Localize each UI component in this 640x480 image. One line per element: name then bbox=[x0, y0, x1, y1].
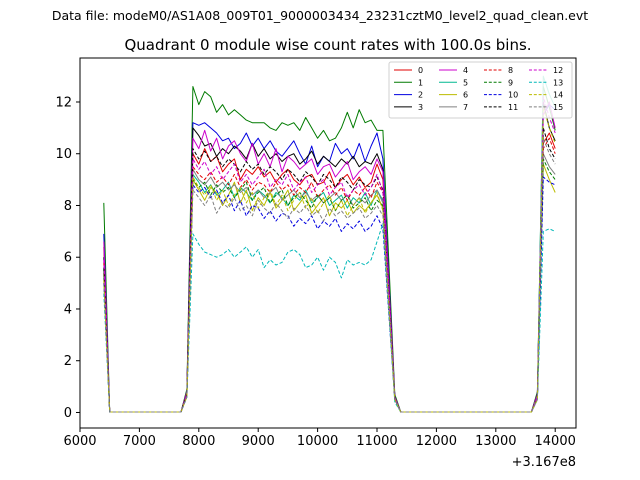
legend-label-7: 7 bbox=[463, 103, 468, 112]
series-line-1 bbox=[103, 86, 556, 413]
series-line-5 bbox=[103, 75, 556, 413]
series-line-13 bbox=[103, 223, 556, 413]
legend-label-6: 6 bbox=[463, 91, 468, 100]
x-tick-label: 14000 bbox=[535, 434, 576, 449]
series-lines bbox=[103, 75, 556, 413]
series-line-9 bbox=[103, 158, 556, 413]
legend-label-9: 9 bbox=[508, 78, 513, 87]
y-tick-label: 6 bbox=[64, 251, 72, 266]
legend-label-13: 13 bbox=[553, 78, 563, 87]
legend-label-12: 12 bbox=[553, 66, 563, 75]
series-line-0 bbox=[103, 132, 556, 413]
x-tick-label: 13000 bbox=[475, 434, 516, 449]
y-tick-label: 8 bbox=[64, 199, 72, 214]
x-axis-offset-label: +3.167e8 bbox=[512, 455, 576, 470]
y-axis: 0 2 4 6 8 10 12 bbox=[55, 95, 80, 421]
series-line-11 bbox=[103, 127, 556, 413]
legend-label-0: 0 bbox=[418, 66, 423, 75]
legend-label-15: 15 bbox=[553, 103, 563, 112]
series-line-15 bbox=[103, 137, 556, 413]
legend-label-10: 10 bbox=[508, 91, 518, 100]
x-tick-label: 10000 bbox=[297, 434, 338, 449]
y-tick-label: 4 bbox=[64, 302, 72, 317]
legend-label-11: 11 bbox=[508, 103, 518, 112]
legend-label-4: 4 bbox=[463, 66, 468, 75]
x-axis: 6000 7000 8000 9000 10000 11000 12000 13000 1400… bbox=[63, 428, 576, 449]
y-tick-label: 10 bbox=[55, 147, 72, 162]
legend-label-2: 2 bbox=[418, 91, 423, 100]
legend-label-1: 1 bbox=[418, 78, 423, 87]
legend-label-14: 14 bbox=[553, 91, 563, 100]
series-line-6 bbox=[103, 163, 556, 413]
legend-label-8: 8 bbox=[508, 66, 513, 75]
x-tick-label: 11000 bbox=[356, 434, 397, 449]
legend-label-5: 5 bbox=[463, 78, 468, 87]
series-line-10 bbox=[103, 176, 556, 413]
chart-title: Quadrant 0 module wise count rates with … bbox=[124, 36, 531, 54]
legend-frame bbox=[388, 61, 573, 119]
figure-suptitle: Data file: modeM0/AS1A08_009T01_90000034… bbox=[52, 8, 588, 23]
x-tick-label: 8000 bbox=[182, 434, 215, 449]
series-line-7 bbox=[103, 153, 556, 413]
x-tick-label: 12000 bbox=[416, 434, 457, 449]
series-line-14 bbox=[103, 106, 556, 413]
y-tick-label: 12 bbox=[55, 95, 72, 110]
x-tick-label: 7000 bbox=[123, 434, 156, 449]
y-tick-label: 2 bbox=[64, 354, 72, 369]
axes-frame bbox=[79, 57, 577, 429]
series-line-12 bbox=[103, 96, 556, 413]
legend-label-3: 3 bbox=[418, 103, 423, 112]
series-line-8 bbox=[103, 137, 556, 413]
series-line-2 bbox=[103, 104, 556, 413]
x-tick-label: 6000 bbox=[63, 434, 96, 449]
x-tick-label: 9000 bbox=[242, 434, 275, 449]
plot-area: 6000 7000 8000 9000 10000 11000 12000 13000 1400… bbox=[55, 57, 577, 470]
y-tick-label: 0 bbox=[64, 406, 72, 421]
